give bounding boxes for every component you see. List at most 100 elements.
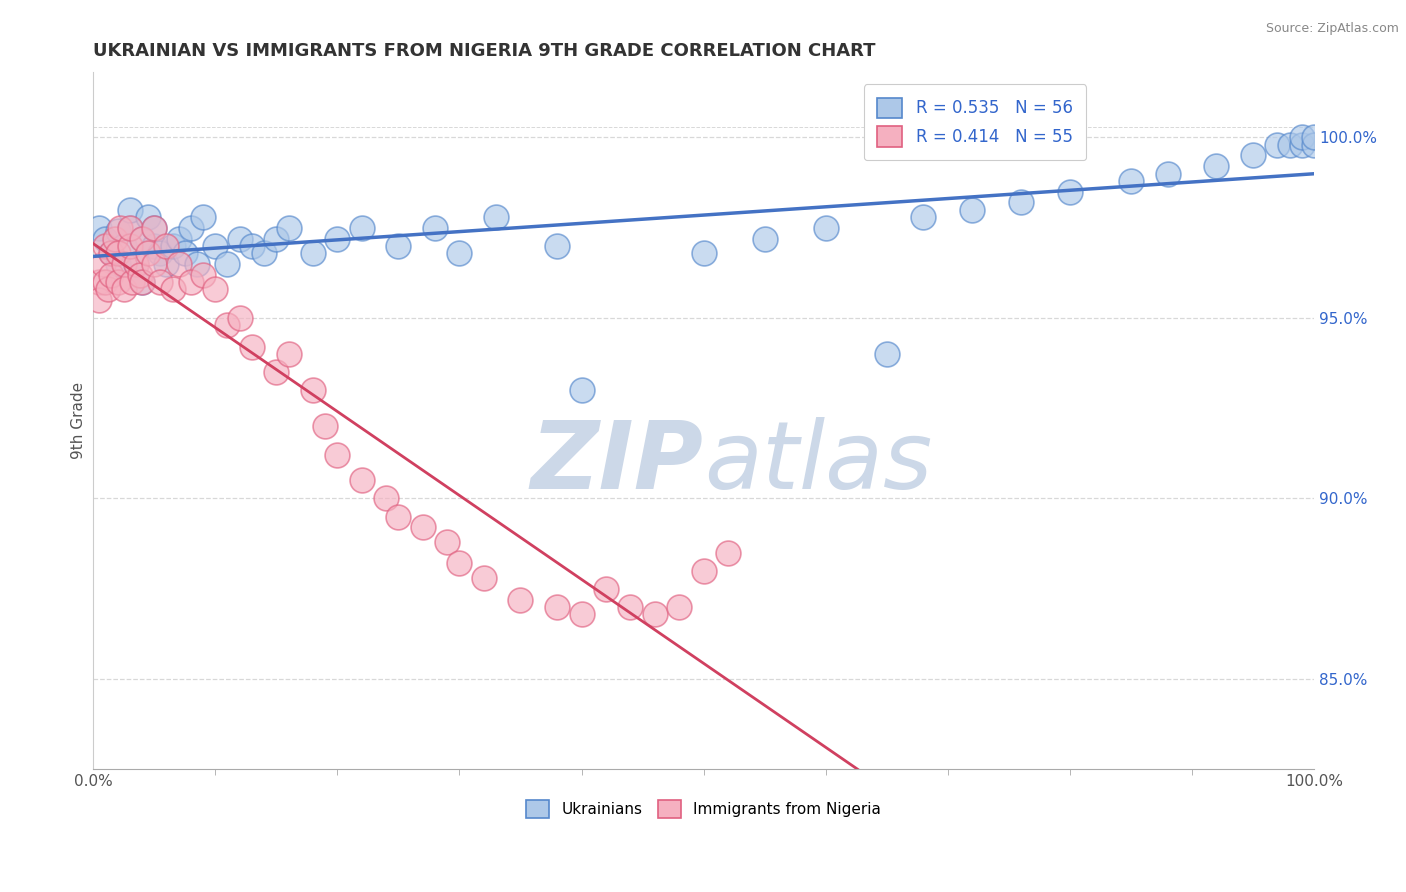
Point — [118, 220, 141, 235]
Point — [94, 231, 117, 245]
Point — [204, 238, 226, 252]
Point — [107, 257, 129, 271]
Point — [387, 238, 409, 252]
Point — [754, 231, 776, 245]
Point — [162, 282, 184, 296]
Point — [89, 275, 111, 289]
Point — [350, 474, 373, 488]
Text: ZIP: ZIP — [530, 417, 703, 508]
Point — [118, 202, 141, 217]
Point — [412, 520, 434, 534]
Point — [1156, 167, 1178, 181]
Point — [143, 220, 166, 235]
Point — [1278, 137, 1301, 152]
Point — [191, 268, 214, 282]
Point — [180, 275, 202, 289]
Point — [143, 257, 166, 271]
Point — [546, 238, 568, 252]
Point — [1303, 130, 1326, 145]
Point — [692, 246, 714, 260]
Point — [350, 220, 373, 235]
Point — [107, 246, 129, 260]
Point — [217, 257, 239, 271]
Point — [266, 231, 288, 245]
Point — [94, 275, 117, 289]
Point — [266, 365, 288, 379]
Point — [125, 257, 148, 271]
Point — [1291, 130, 1313, 145]
Point — [149, 275, 172, 289]
Point — [167, 257, 190, 271]
Point — [149, 246, 172, 260]
Point — [162, 238, 184, 252]
Text: Source: ZipAtlas.com: Source: ZipAtlas.com — [1265, 22, 1399, 36]
Point — [1119, 174, 1142, 188]
Point — [814, 220, 837, 235]
Point — [100, 268, 122, 282]
Point — [1241, 148, 1264, 162]
Point — [89, 220, 111, 235]
Point — [449, 246, 471, 260]
Point — [717, 546, 740, 560]
Point — [125, 257, 148, 271]
Point — [121, 275, 143, 289]
Point — [97, 282, 120, 296]
Point — [277, 220, 299, 235]
Point — [1205, 159, 1227, 173]
Text: atlas: atlas — [703, 417, 932, 508]
Point — [423, 220, 446, 235]
Point — [1303, 137, 1326, 152]
Point — [960, 202, 983, 217]
Point — [186, 257, 208, 271]
Point — [644, 607, 666, 621]
Point — [155, 238, 177, 252]
Point — [143, 238, 166, 252]
Point — [619, 599, 641, 614]
Point — [375, 491, 398, 506]
Legend: Ukrainians, Immigrants from Nigeria: Ukrainians, Immigrants from Nigeria — [520, 794, 887, 824]
Point — [472, 571, 495, 585]
Point — [595, 582, 617, 596]
Point — [100, 246, 122, 260]
Point — [1291, 137, 1313, 152]
Point — [277, 347, 299, 361]
Point — [112, 257, 135, 271]
Point — [107, 275, 129, 289]
Point — [143, 220, 166, 235]
Point — [302, 246, 325, 260]
Point — [449, 557, 471, 571]
Point — [107, 224, 129, 238]
Point — [91, 257, 114, 271]
Point — [387, 509, 409, 524]
Point — [136, 210, 159, 224]
Point — [668, 599, 690, 614]
Y-axis label: 9th Grade: 9th Grade — [72, 383, 86, 459]
Point — [692, 564, 714, 578]
Point — [326, 231, 349, 245]
Point — [131, 231, 153, 245]
Point — [571, 607, 593, 621]
Point — [118, 238, 141, 252]
Point — [155, 257, 177, 271]
Point — [180, 220, 202, 235]
Point — [571, 383, 593, 397]
Point — [131, 231, 153, 245]
Point — [204, 282, 226, 296]
Point — [1010, 195, 1032, 210]
Point — [128, 268, 150, 282]
Point — [912, 210, 935, 224]
Point — [167, 231, 190, 245]
Point — [228, 231, 250, 245]
Point — [112, 238, 135, 252]
Point — [89, 293, 111, 307]
Point — [876, 347, 898, 361]
Point — [173, 246, 195, 260]
Point — [104, 231, 127, 245]
Point — [191, 210, 214, 224]
Point — [240, 340, 263, 354]
Point — [1267, 137, 1289, 152]
Point — [94, 238, 117, 252]
Point — [100, 246, 122, 260]
Point — [326, 448, 349, 462]
Point — [509, 592, 531, 607]
